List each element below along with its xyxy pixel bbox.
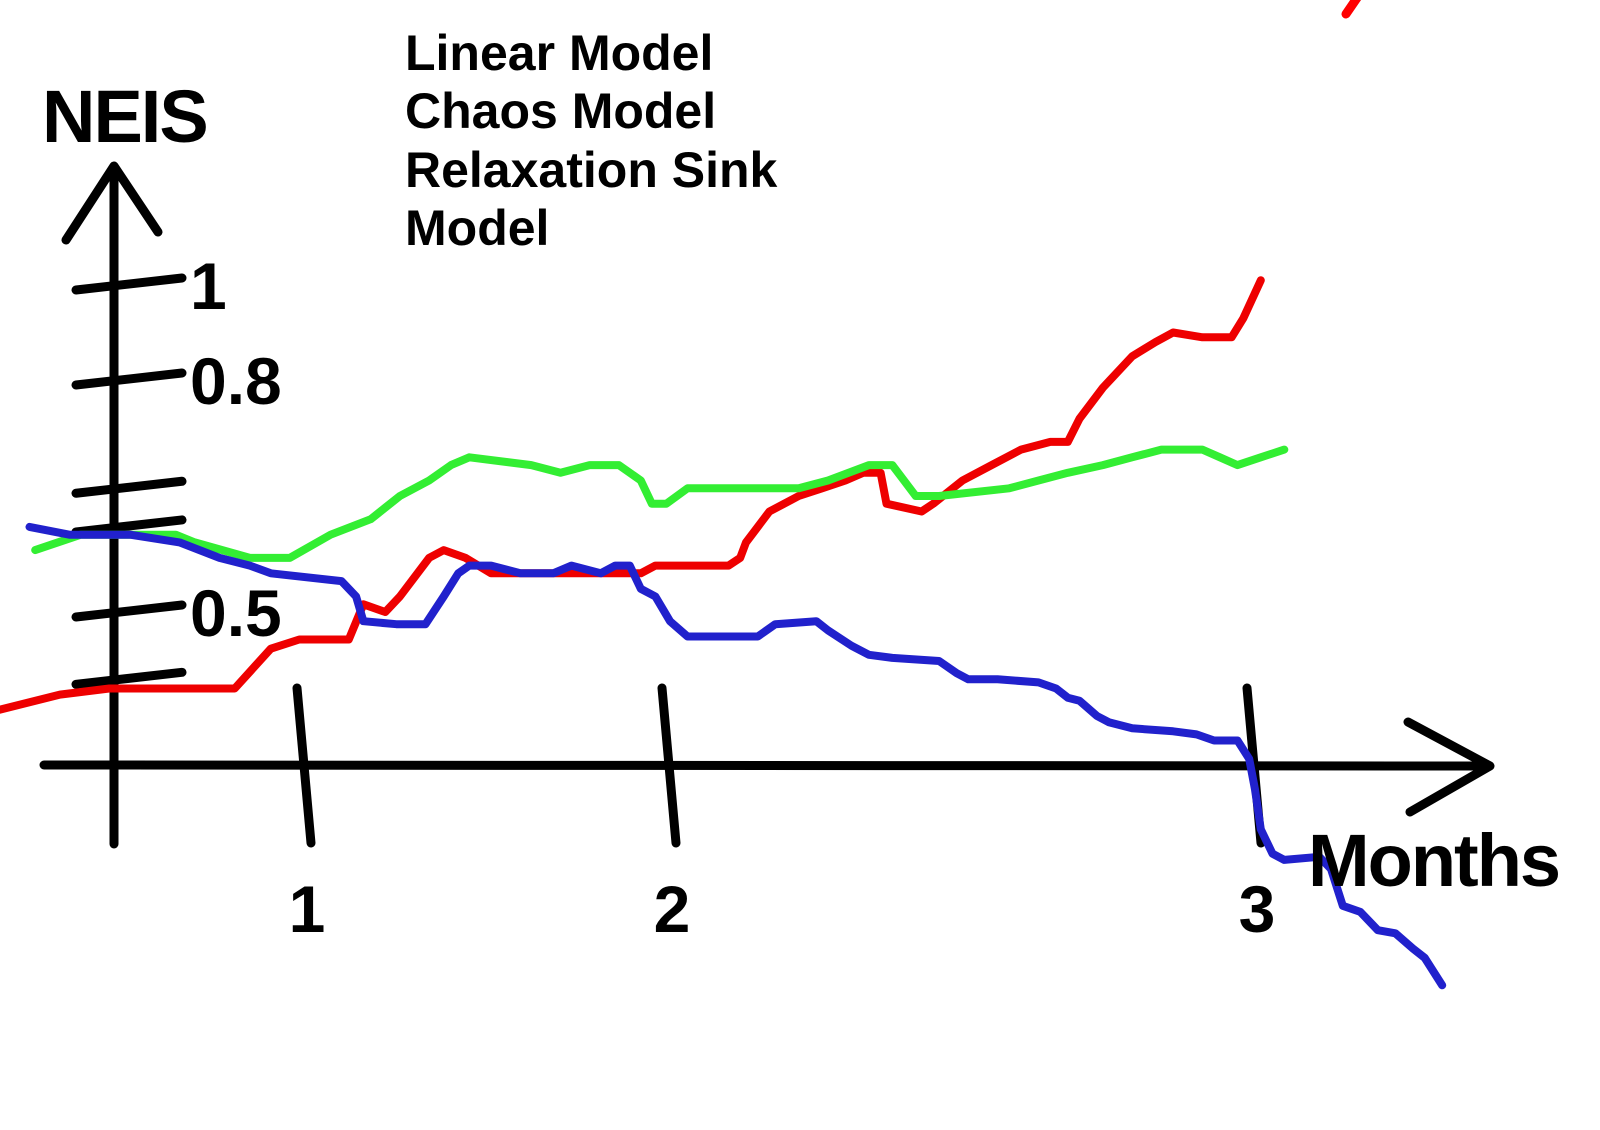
y-axis-title: NEIS (42, 75, 207, 158)
tick-layer: 1 0.8 0.5 1 2 3 (71, 249, 1276, 946)
y-tick-label: 0.8 (190, 344, 282, 418)
y-tick (71, 476, 187, 498)
legend: Linear Model Chaos Model Relaxation Sink… (405, 25, 778, 256)
x-tick-label: 3 (1239, 872, 1276, 946)
x-axis-arrowhead-icon (1403, 717, 1495, 817)
x-tick-label: 2 (654, 872, 691, 946)
x-axis-line (39, 760, 1487, 771)
y-tick (71, 515, 187, 537)
x-tick (657, 683, 681, 848)
y-axis-arrowhead-icon (61, 161, 163, 245)
y-tick-label: 1 (190, 249, 227, 323)
y-tick (71, 667, 187, 689)
series-line-chaos-model (31, 445, 1289, 562)
y-tick (71, 273, 187, 295)
series-line-linear-model (0, 276, 1265, 714)
x-tick-label: 1 (289, 872, 326, 946)
y-tick-label: 0.5 (190, 576, 282, 650)
legend-item-relaxation-sink-line2: Model (405, 200, 549, 256)
y-tick (71, 368, 187, 390)
x-axis-title: Months (1308, 819, 1559, 902)
series-line-relaxation-sink-model (25, 522, 1447, 990)
legend-item-linear-model: Linear Model (405, 25, 713, 81)
x-tick (292, 683, 316, 848)
legend-item-chaos-model: Chaos Model (405, 83, 716, 139)
axes (39, 161, 1495, 849)
series-layer (0, 276, 1447, 990)
y-tick (71, 600, 187, 622)
stray-red-mark (1341, 0, 1362, 19)
legend-item-relaxation-sink-line1: Relaxation Sink (405, 142, 778, 198)
